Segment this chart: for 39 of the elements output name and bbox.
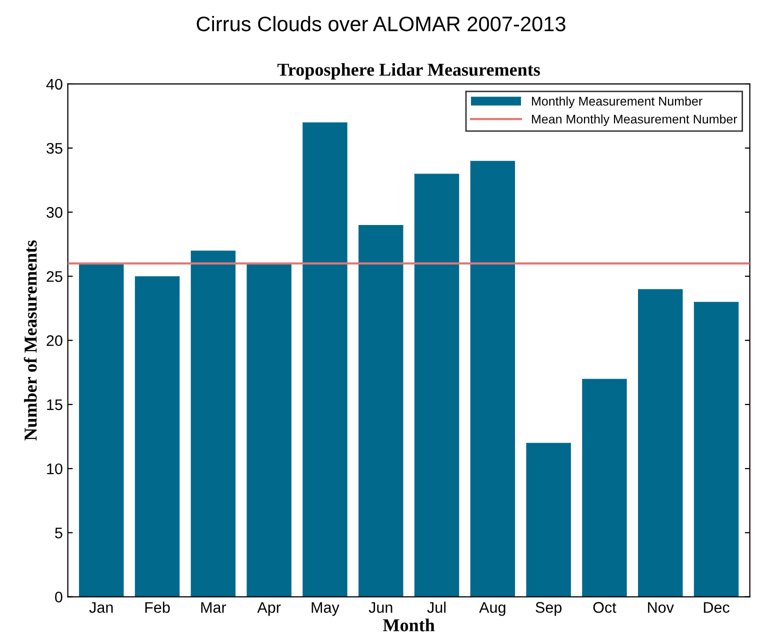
bar xyxy=(358,224,404,597)
y-tick-label: 25 xyxy=(46,271,62,282)
bar xyxy=(526,442,571,597)
x-tick-label: Jun xyxy=(368,602,392,613)
y-tick-label: 40 xyxy=(46,78,62,90)
bar xyxy=(246,263,292,597)
y-tick-label: 5 xyxy=(55,528,62,538)
y-tick-label: 0 xyxy=(55,592,62,602)
bar xyxy=(470,160,516,597)
x-tick-label: Jul xyxy=(427,602,446,613)
bar xyxy=(302,122,348,597)
bar xyxy=(694,302,739,597)
legend-label: Monthly Measurement Number xyxy=(532,96,702,108)
bar xyxy=(582,378,627,597)
x-tick-label: Apr xyxy=(257,602,281,616)
bar xyxy=(414,174,460,597)
x-tick-label: Mar xyxy=(201,602,226,613)
x-tick-label: Aug xyxy=(479,602,506,616)
x-tick-label: Dec xyxy=(704,602,730,613)
bar xyxy=(638,289,683,597)
x-tick-label: Sep xyxy=(536,602,562,616)
bar xyxy=(79,263,124,597)
x-tick-label: May xyxy=(312,602,340,616)
y-tick-label: 15 xyxy=(47,399,62,410)
bar xyxy=(190,250,236,597)
x-tick-label: Feb xyxy=(145,602,170,613)
y-tick-label: 20 xyxy=(46,335,62,346)
chart-subtitle: Troposphere Lidar Measurements xyxy=(277,63,540,80)
bar xyxy=(134,276,180,597)
chart-title: Cirrus Clouds over ALOMAR 2007-2013 xyxy=(196,16,566,32)
x-axis-title: Month xyxy=(383,618,435,632)
y-axis-title: Number of Measurements xyxy=(24,240,37,440)
x-tick-label: Nov xyxy=(648,602,674,613)
x-tick-label: Oct xyxy=(593,602,616,613)
y-tick-label: 35 xyxy=(46,142,62,154)
y-tick-label: 10 xyxy=(47,463,62,474)
legend-label: Mean Monthly Measurement Number xyxy=(532,114,738,126)
x-tick-label: Jan xyxy=(89,602,113,613)
y-tick-label: 30 xyxy=(46,207,62,218)
